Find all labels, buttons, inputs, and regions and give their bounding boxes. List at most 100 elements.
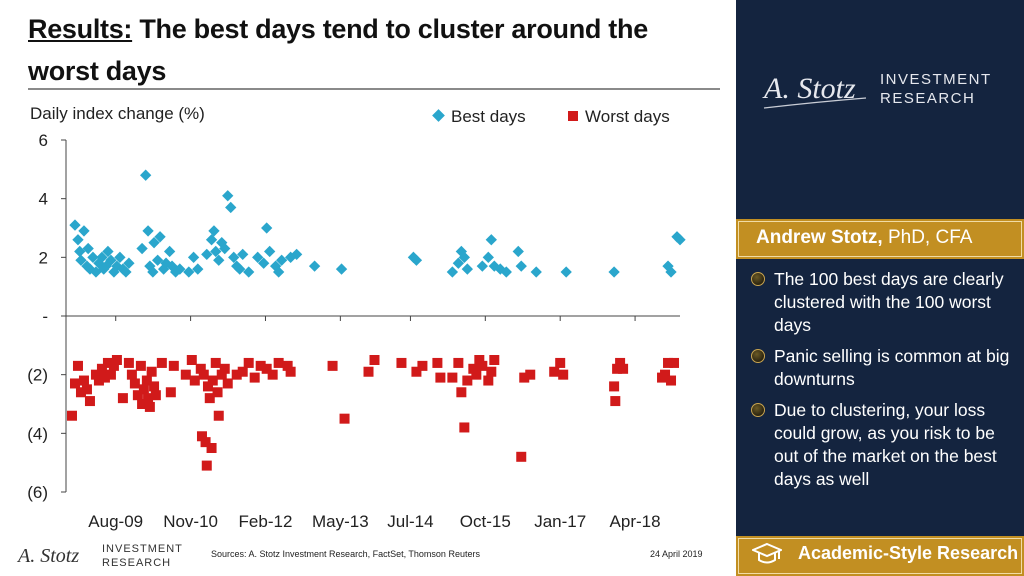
worst-day-point <box>369 355 380 365</box>
legend-worst-label: Worst days <box>585 107 670 126</box>
worst-day-point <box>165 387 176 398</box>
worst-day-point <box>612 363 623 374</box>
best-day-point <box>187 251 200 263</box>
academic-label: Academic-Style Research <box>798 543 1019 563</box>
worst-day-point <box>489 355 500 365</box>
worst-day-point <box>219 363 230 374</box>
academic-banner: Academic-Style Research <box>736 536 1024 576</box>
logo-swoosh <box>763 97 867 109</box>
chart-axes <box>61 139 680 493</box>
academic-banner-border <box>738 538 1022 574</box>
worst-day-point <box>666 375 677 386</box>
worst-day-point <box>525 369 536 380</box>
worst-day-point <box>417 360 428 371</box>
best-day-point <box>222 190 234 202</box>
worst-day-point <box>339 413 350 424</box>
best-day-point <box>201 248 213 261</box>
worst-day-point <box>327 360 338 371</box>
worst-day-point <box>156 357 167 368</box>
slide-main-panel: Results: The best days tend to cluster a… <box>16 8 728 569</box>
worst-day-point <box>474 355 485 365</box>
worst-day-point <box>72 360 83 371</box>
x-tick-label: Jul-14 <box>387 512 433 531</box>
worst-day-point <box>363 366 374 377</box>
best-day-point <box>142 225 154 237</box>
x-tick-label: Jan-17 <box>534 512 586 531</box>
worst-day-point <box>108 360 119 371</box>
worst-day-point <box>459 422 470 433</box>
best-day-point <box>530 266 542 278</box>
worst-day-point <box>84 396 95 407</box>
title-line1: The best days tend to cluster around the <box>132 14 648 44</box>
worst-day-point <box>222 378 233 389</box>
worst-day-point <box>615 357 626 368</box>
worst-day-point <box>96 363 107 374</box>
worst-day-point <box>150 390 161 401</box>
worst-day-point <box>411 366 422 377</box>
worst-day-point <box>201 460 212 471</box>
worst-day-point <box>267 369 278 380</box>
author-banner-border <box>738 221 1022 257</box>
best-day-point <box>208 225 220 237</box>
worst-day-point <box>618 363 629 374</box>
best-day-point <box>78 225 90 237</box>
title-line2: worst days <box>28 56 167 86</box>
best-day-point <box>148 237 160 249</box>
footer-logo-text-1: INVESTMENT <box>102 543 183 555</box>
bullet-icon <box>751 349 765 363</box>
best-day-point <box>147 266 159 278</box>
x-tick-labels: Aug-09 Nov-10 Feb-12 May-13 Jul-14 Oct-15 Jan-… <box>88 512 660 531</box>
worst-day-point <box>78 375 89 386</box>
worst-day-point <box>212 387 223 398</box>
best-day-point <box>243 266 255 278</box>
author-line: Andrew Stotz, PhD, CFA <box>756 227 972 249</box>
best-day-point <box>151 254 164 266</box>
best-day-point <box>183 266 195 278</box>
best-day-point <box>264 245 276 258</box>
worst-day-point <box>204 393 215 404</box>
footer-logo: A. Stotz INVESTMENT RESEARCH <box>16 543 183 569</box>
worst-day-point <box>66 410 77 421</box>
best-day-point <box>485 234 497 246</box>
best-day-point <box>154 231 166 243</box>
publication-date: 24 April 2019 <box>650 549 703 559</box>
worst-day-point <box>255 360 266 371</box>
worst-day-point <box>660 369 671 380</box>
best-day-point <box>410 254 423 266</box>
worst-day-point <box>102 357 113 368</box>
legend-best-marker <box>432 109 445 122</box>
slide-title: Results: The best days tend to cluster a… <box>28 8 728 92</box>
worst-day-point <box>519 372 530 383</box>
worst-day-point <box>486 366 497 377</box>
x-tick-label: Oct-15 <box>460 512 511 531</box>
best-day-point <box>458 251 471 263</box>
worst-day-point <box>111 355 122 365</box>
worst-day-point <box>138 384 149 395</box>
worst-day-point <box>273 357 284 368</box>
y-tick-label: 4 <box>39 190 48 209</box>
key-point: Due to clustering, your loss could grow,… <box>736 399 1024 491</box>
best-day-point <box>163 245 176 258</box>
best-day-point <box>234 263 246 275</box>
worst-day-point <box>663 357 674 368</box>
best-day-point <box>308 260 321 272</box>
logo-script: A. Stotz <box>762 72 856 105</box>
worst-day-point <box>117 393 128 404</box>
best-day-point <box>225 201 237 214</box>
best-day-point <box>205 234 218 246</box>
best-day-point <box>476 260 488 272</box>
worst-day-point <box>146 366 157 377</box>
worst-day-point <box>195 363 206 374</box>
best-day-point <box>219 242 231 255</box>
worst-day-point <box>75 387 86 398</box>
worst-day-point <box>69 378 80 389</box>
worst-days-series <box>66 355 680 471</box>
sources-note: Sources: A. Stotz Investment Research, F… <box>211 549 480 559</box>
worst-day-point <box>453 357 464 368</box>
bullet-icon <box>751 403 765 417</box>
sidebar-panel: A. Stotz INVESTMENT RESEARCH <box>736 0 1024 576</box>
best-day-point <box>114 251 126 263</box>
worst-day-point <box>477 360 488 371</box>
best-day-point <box>69 219 81 231</box>
worst-day-point <box>609 381 620 392</box>
